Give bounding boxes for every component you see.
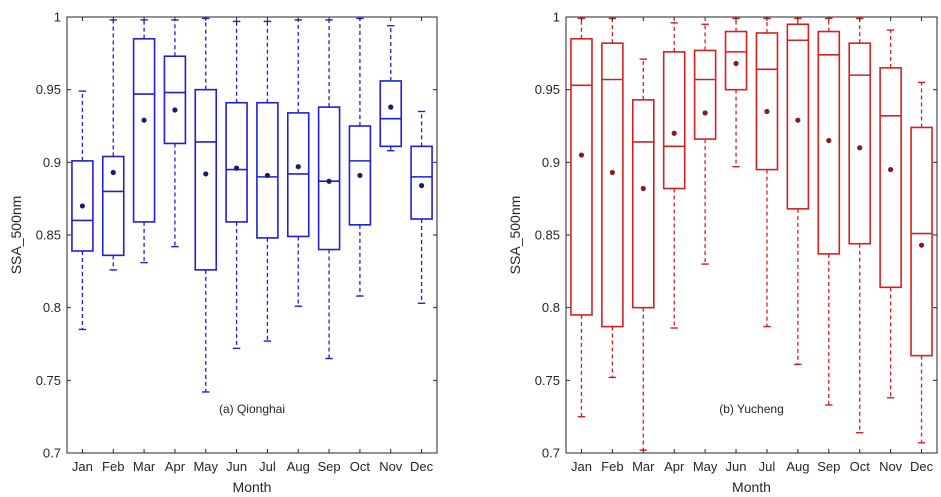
box: [163, 55, 187, 145]
mean-marker: [141, 117, 147, 123]
x-tick-label: Oct: [350, 459, 371, 474]
mean-marker: [172, 107, 178, 113]
y-tick-label: 1: [553, 10, 560, 25]
mean-marker: [264, 172, 271, 179]
box: [194, 88, 218, 271]
y-axis-label: SSA_500nm: [507, 196, 523, 275]
box: [317, 106, 341, 251]
box: [379, 80, 403, 148]
mean-marker: [418, 182, 425, 189]
box: [256, 101, 279, 239]
x-tick-label: Sep: [318, 459, 341, 474]
box: [724, 30, 748, 91]
mean-marker: [388, 104, 394, 110]
mean-marker: [79, 203, 86, 209]
x-axis-label: Month: [233, 479, 272, 495]
y-tick-label: 0.8: [542, 300, 560, 315]
box: [570, 37, 593, 316]
box: [601, 42, 624, 328]
mean-marker: [609, 169, 615, 176]
box: [786, 23, 810, 210]
y-tick-label: 0.9: [43, 155, 61, 170]
y-tick-label: 0.7: [542, 446, 560, 461]
x-tick-label: Dec: [410, 459, 434, 474]
x-tick-label: Jan: [571, 459, 592, 474]
plot-frame: [66, 16, 438, 454]
panel-annotation: (a) Qionghai: [219, 402, 285, 416]
mean-marker: [795, 117, 801, 123]
x-tick-label: Mar: [133, 459, 156, 474]
y-tick-label: 0.7: [43, 446, 61, 461]
mean-marker: [233, 165, 240, 171]
mean-marker: [578, 152, 585, 158]
x-tick-label: Jun: [726, 459, 747, 474]
x-tick-label: Jun: [226, 459, 247, 474]
mean-marker: [357, 172, 363, 179]
box: [662, 51, 686, 190]
x-tick-label: Aug: [287, 459, 310, 474]
box: [410, 145, 433, 220]
mean-marker: [888, 167, 894, 173]
mean-marker: [857, 145, 863, 151]
mean-marker: [326, 178, 332, 184]
y-tick-label: 0.85: [535, 228, 560, 243]
x-tick-label: Dec: [910, 459, 934, 474]
x-tick-label: Aug: [786, 459, 809, 474]
box: [225, 101, 248, 223]
y-tick-label: 0.95: [36, 82, 61, 97]
x-tick-label: Feb: [601, 459, 623, 474]
box: [631, 99, 655, 309]
box: [910, 126, 933, 357]
box: [817, 30, 841, 255]
mean-marker: [671, 130, 677, 136]
box: [101, 155, 125, 257]
x-tick-label: Apr: [165, 459, 186, 474]
x-tick-label: Mar: [632, 459, 655, 474]
y-tick-label: 0.8: [43, 300, 61, 315]
y-tick-label: 0.75: [36, 373, 61, 388]
box: [693, 49, 717, 140]
mean-marker: [826, 137, 832, 144]
x-tick-label: Nov: [379, 459, 403, 474]
panel-qionghai: 0.7 0.75 0.8 0.85 0.9 0.95 1 Jan Feb Mar Apr May Jun…: [8, 10, 438, 495]
x-tick-label: Nov: [879, 459, 903, 474]
x-tick-label: Jul: [759, 459, 776, 474]
x-tick-label: Apr: [664, 459, 685, 474]
mean-marker: [295, 164, 301, 170]
x-tick-label: Oct: [850, 459, 871, 474]
y-tick-label: 0.95: [535, 82, 560, 97]
y-tick-label: 1: [54, 10, 61, 25]
box: [879, 67, 902, 289]
mean-marker: [918, 242, 925, 248]
box: [848, 42, 872, 245]
y-tick-label: 0.9: [542, 155, 560, 170]
x-tick-label: Jul: [259, 459, 276, 474]
panel-annotation: (b) Yucheng: [719, 402, 784, 416]
box: [132, 37, 156, 223]
plot-frame: [565, 16, 938, 454]
x-axis-label: Month: [732, 479, 771, 495]
mean-marker: [110, 169, 116, 176]
y-axis-label: SSA_500nm: [8, 196, 24, 275]
mean-marker: [733, 60, 739, 67]
box: [71, 160, 94, 252]
box: [755, 32, 779, 171]
mean-marker: [702, 110, 708, 116]
mean-marker: [764, 108, 770, 115]
x-tick-label: Feb: [102, 459, 124, 474]
y-tick-label: 0.75: [535, 373, 560, 388]
box: [348, 125, 372, 226]
y-tick-label: 0.85: [36, 228, 61, 243]
panel-yucheng: 0.7 0.75 0.8 0.85 0.9 0.95 1 Jan Feb Mar Apr May Jun…: [507, 10, 938, 495]
mean-marker: [640, 185, 646, 192]
x-tick-label: May: [693, 459, 718, 474]
x-tick-label: May: [193, 459, 218, 474]
x-tick-label: Sep: [817, 459, 840, 474]
mean-marker: [203, 171, 209, 177]
x-tick-label: Jan: [72, 459, 93, 474]
